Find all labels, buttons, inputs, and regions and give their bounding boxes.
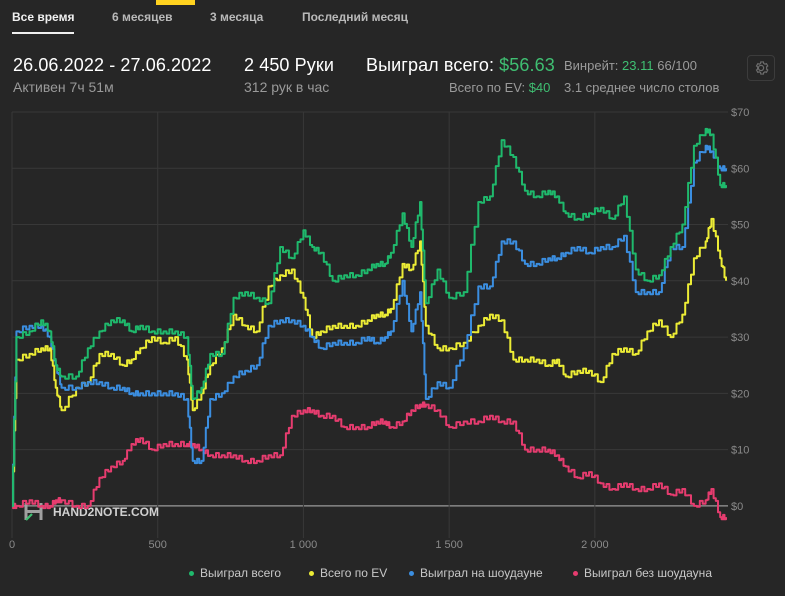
- date-range: 26.06.2022 - 27.06.2022: [13, 55, 212, 75]
- legend-item-showdown[interactable]: Выиграл на шоудауне: [409, 566, 543, 580]
- won-total-value: $56.63: [499, 55, 555, 75]
- x-tick-label: 1 000: [290, 539, 318, 551]
- active-time: Активен 7ч 51м: [13, 79, 114, 95]
- watermark-logo-accent: [25, 513, 33, 521]
- tab-last-month[interactable]: Последний месяц: [302, 10, 409, 24]
- settings-button[interactable]: [747, 55, 775, 81]
- won-total-label: Выиграл всего:: [366, 55, 495, 75]
- legend-label-won-total: Выиграл всего: [200, 566, 282, 580]
- y-tick-label: $20: [731, 388, 749, 400]
- legend-item-won-total[interactable]: Выиграл всего: [189, 566, 281, 580]
- avg-tables: 3.1 среднее число столов: [564, 80, 720, 95]
- y-axis-ticks: $0 $10 $20 $30 $40 $50 $60 $70: [731, 107, 749, 513]
- series-lines: [12, 127, 727, 521]
- y-tick-label: $60: [731, 163, 749, 175]
- x-tick-label: 1 500: [435, 539, 463, 551]
- y-tick-label: $0: [731, 501, 743, 513]
- hands-count: 2 450 Руки: [244, 55, 334, 75]
- tab-highlight-marker: [156, 0, 195, 5]
- winnings-chart-svg: HAND2NOTE.COM $0 $10 $20 $30 $40 $50 $60 $70 0 5…: [9, 107, 749, 551]
- y-tick-label: $30: [731, 332, 749, 344]
- series-line-showdown: [12, 144, 727, 507]
- ev-total-value: $40: [528, 80, 551, 95]
- x-tick-label: 0: [9, 539, 15, 551]
- grid-lines: [11, 111, 728, 538]
- series-line-ev-total: [12, 217, 727, 507]
- y-tick-label: $70: [731, 107, 749, 119]
- period-tabs: Все время 6 месяцев 3 месяца Последний м…: [0, 0, 785, 34]
- legend-label-showdown: Выиграл на шоудауне: [420, 566, 543, 580]
- ev-total: Всего по EV: $40: [449, 80, 550, 95]
- legend-dot-ev-total: [309, 570, 314, 576]
- winrate: Винрейт: 23.11 66/100: [564, 58, 697, 73]
- legend-item-non-showdown[interactable]: Выиграл без шоудауна: [573, 566, 712, 580]
- winrate-label: Винрейт:: [564, 58, 619, 73]
- tab-3-months[interactable]: 3 месяца: [210, 10, 264, 24]
- winrate-value: 23.11: [622, 58, 654, 73]
- summary-stats: 26.06.2022 - 27.06.2022 Активен 7ч 51м 2…: [0, 52, 785, 102]
- legend-dot-non-showdown: [573, 570, 578, 576]
- gear-icon: [755, 61, 769, 75]
- winnings-chart: HAND2NOTE.COM $0 $10 $20 $30 $40 $50 $60 $70 0 5…: [0, 104, 785, 552]
- x-tick-label: 2 000: [581, 539, 609, 551]
- series-line-won-total: [12, 127, 727, 507]
- y-tick-label: $40: [731, 276, 749, 288]
- legend-label-non-showdown: Выиграл без шоудауна: [584, 566, 712, 580]
- legend-dot-won-total: [189, 570, 194, 576]
- ev-total-label: Всего по EV:: [449, 80, 526, 95]
- tab-all-time[interactable]: Все время: [12, 0, 75, 34]
- y-tick-label: $50: [731, 220, 749, 232]
- winrate-unit: 66/100: [657, 58, 697, 73]
- series-line-non-showdown: [12, 401, 727, 521]
- y-tick-label: $10: [731, 445, 749, 457]
- tab-6-months[interactable]: 6 месяцев: [112, 10, 173, 24]
- legend-dot-showdown: [409, 570, 414, 576]
- x-axis-ticks: 0 500 1 000 1 500 2 000: [9, 539, 609, 551]
- legend-label-ev-total: Всего по EV: [320, 566, 388, 580]
- won-total: Выиграл всего: $56.63: [366, 55, 555, 76]
- watermark-text: HAND2NOTE.COM: [53, 505, 159, 519]
- chart-legend: Выиграл всего Всего по EV Выиграл на шоу…: [0, 566, 785, 584]
- x-tick-label: 500: [149, 539, 167, 551]
- hands-per-hour: 312 рук в час: [244, 79, 330, 95]
- legend-item-ev-total[interactable]: Всего по EV: [309, 566, 387, 580]
